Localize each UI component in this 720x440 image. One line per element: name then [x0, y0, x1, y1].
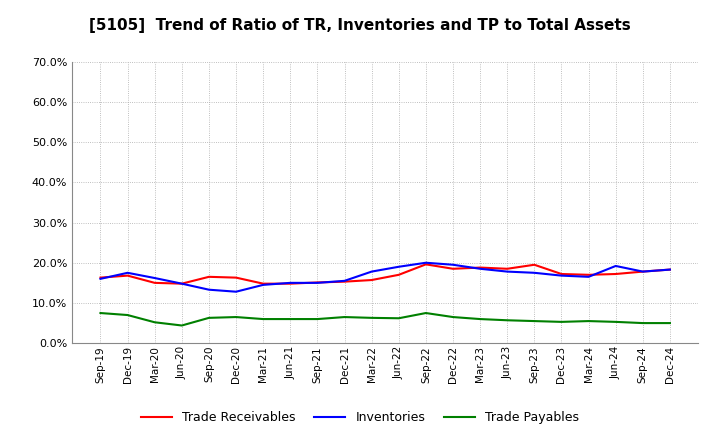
Inventories [421, 260, 430, 265]
Trade Receivables [259, 281, 268, 286]
Trade Receivables [232, 275, 240, 280]
Trade Receivables [367, 277, 376, 282]
Trade Payables [530, 319, 539, 324]
Trade Receivables [557, 271, 566, 277]
Trade Payables [341, 315, 349, 320]
Trade Payables [421, 310, 430, 315]
Inventories [367, 269, 376, 274]
Inventories [178, 281, 186, 286]
Trade Payables [178, 323, 186, 328]
Trade Receivables [530, 262, 539, 268]
Trade Payables [286, 316, 294, 322]
Inventories [259, 282, 268, 287]
Trade Receivables [178, 281, 186, 286]
Trade Payables [639, 320, 647, 326]
Trade Payables [313, 316, 322, 322]
Trade Payables [150, 319, 159, 325]
Inventories [476, 266, 485, 271]
Inventories [611, 263, 620, 268]
Trade Payables [611, 319, 620, 325]
Inventories [503, 269, 511, 274]
Trade Payables [665, 320, 674, 326]
Trade Payables [557, 319, 566, 325]
Trade Receivables [123, 273, 132, 278]
Inventories [341, 278, 349, 283]
Trade Payables [449, 315, 457, 320]
Trade Payables [259, 316, 268, 322]
Trade Receivables [639, 269, 647, 274]
Line: Inventories: Inventories [101, 263, 670, 292]
Trade Receivables [449, 266, 457, 271]
Trade Receivables [341, 279, 349, 284]
Trade Payables [476, 316, 485, 322]
Trade Receivables [503, 266, 511, 271]
Inventories [395, 264, 403, 269]
Trade Payables [584, 319, 593, 324]
Trade Receivables [395, 272, 403, 278]
Trade Receivables [286, 281, 294, 286]
Inventories [665, 267, 674, 272]
Trade Receivables [611, 271, 620, 277]
Trade Payables [96, 310, 105, 315]
Inventories [584, 274, 593, 279]
Inventories [530, 270, 539, 275]
Inventories [204, 287, 213, 292]
Inventories [96, 276, 105, 282]
Trade Receivables [96, 275, 105, 280]
Inventories [150, 275, 159, 281]
Inventories [123, 270, 132, 275]
Text: [5105]  Trend of Ratio of TR, Inventories and TP to Total Assets: [5105] Trend of Ratio of TR, Inventories… [89, 18, 631, 33]
Inventories [286, 280, 294, 286]
Trade Payables [367, 315, 376, 320]
Trade Payables [123, 312, 132, 318]
Inventories [232, 289, 240, 294]
Inventories [313, 280, 322, 286]
Trade Receivables [665, 267, 674, 272]
Inventories [557, 273, 566, 278]
Trade Receivables [150, 280, 159, 286]
Trade Payables [395, 315, 403, 321]
Trade Receivables [204, 274, 213, 279]
Inventories [639, 269, 647, 274]
Trade Receivables [313, 280, 322, 285]
Line: Trade Payables: Trade Payables [101, 313, 670, 326]
Line: Trade Receivables: Trade Receivables [101, 264, 670, 284]
Trade Payables [503, 318, 511, 323]
Inventories [449, 262, 457, 268]
Legend: Trade Receivables, Inventories, Trade Payables: Trade Receivables, Inventories, Trade Pa… [135, 407, 585, 429]
Trade Payables [232, 315, 240, 320]
Trade Receivables [476, 265, 485, 270]
Trade Receivables [584, 272, 593, 278]
Trade Payables [204, 315, 213, 320]
Trade Receivables [421, 262, 430, 267]
